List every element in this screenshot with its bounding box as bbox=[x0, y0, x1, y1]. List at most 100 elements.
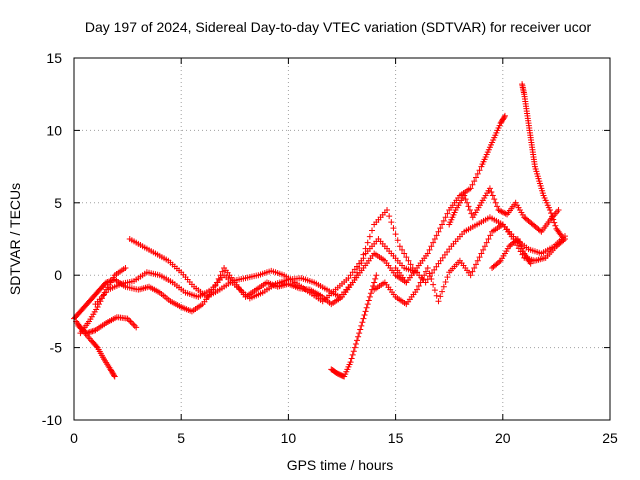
data-point bbox=[474, 170, 481, 177]
data-point bbox=[431, 266, 438, 273]
data-point bbox=[384, 207, 391, 214]
data-point bbox=[468, 210, 475, 217]
x-tick-label: 25 bbox=[602, 430, 618, 446]
y-tick-label: -5 bbox=[50, 340, 63, 356]
data-point bbox=[439, 221, 446, 228]
data-point bbox=[514, 242, 521, 249]
data-point bbox=[495, 207, 502, 214]
data-point bbox=[498, 208, 505, 215]
series-l bbox=[446, 185, 562, 235]
data-point bbox=[356, 330, 363, 337]
data-point bbox=[440, 217, 447, 224]
data-point bbox=[559, 234, 566, 241]
data-point bbox=[439, 288, 446, 295]
data-point bbox=[350, 348, 357, 355]
data-point bbox=[407, 261, 414, 268]
data-point bbox=[433, 292, 440, 299]
data-point bbox=[351, 344, 358, 351]
data-point bbox=[489, 192, 496, 199]
data-point bbox=[373, 272, 380, 279]
data-point bbox=[476, 167, 483, 174]
data-point bbox=[399, 246, 406, 253]
data-point bbox=[358, 260, 365, 267]
data-point bbox=[401, 250, 408, 257]
x-tick-label: 15 bbox=[388, 430, 404, 446]
data-point bbox=[348, 355, 355, 362]
data-point bbox=[473, 174, 479, 181]
ticks: 0 5 10 15 20 25 -10 -5 0 5 10 15 bbox=[42, 50, 618, 446]
data-point bbox=[430, 281, 437, 288]
data-point bbox=[363, 304, 370, 311]
data-point bbox=[354, 337, 361, 344]
data-point bbox=[355, 333, 362, 340]
data-point bbox=[433, 263, 440, 270]
data-point bbox=[360, 315, 367, 322]
data-point bbox=[469, 181, 476, 188]
data-point bbox=[465, 203, 472, 210]
data-point bbox=[501, 114, 508, 121]
data-point bbox=[431, 287, 438, 294]
data-point bbox=[366, 293, 373, 300]
data-point bbox=[442, 278, 449, 285]
data-point bbox=[358, 322, 365, 329]
data-point bbox=[360, 255, 367, 262]
data-point bbox=[131, 322, 138, 329]
data-point bbox=[467, 185, 474, 192]
data-point bbox=[417, 279, 424, 286]
data-point bbox=[366, 233, 373, 240]
data-point bbox=[415, 283, 422, 290]
data-point bbox=[126, 317, 133, 324]
data-point bbox=[215, 275, 222, 282]
data-point bbox=[551, 219, 558, 226]
series-k bbox=[519, 81, 566, 241]
data-point bbox=[392, 231, 399, 238]
data-point bbox=[419, 275, 426, 282]
data-point bbox=[359, 319, 366, 326]
x-tick-label: 5 bbox=[177, 430, 185, 446]
data-point bbox=[372, 275, 379, 282]
x-axis-label: GPS time / hours bbox=[287, 457, 394, 473]
data-point bbox=[426, 246, 433, 253]
data-point bbox=[354, 269, 361, 276]
data-point bbox=[513, 237, 520, 244]
data-point bbox=[426, 270, 433, 277]
data-point bbox=[362, 308, 369, 315]
data-point bbox=[124, 315, 131, 322]
data-point bbox=[122, 264, 129, 271]
series-f bbox=[92, 236, 421, 308]
data-point bbox=[405, 257, 412, 264]
data-point bbox=[527, 260, 534, 267]
data-point bbox=[502, 210, 509, 217]
data-point bbox=[424, 264, 431, 271]
data-point bbox=[487, 232, 494, 239]
chart-title: Day 197 of 2024, Sidereal Day-to-day VTE… bbox=[85, 19, 592, 35]
data-point bbox=[471, 178, 478, 185]
data-point bbox=[435, 228, 442, 235]
series-i bbox=[392, 112, 508, 286]
x-tick-label: 10 bbox=[281, 430, 297, 446]
data-point bbox=[431, 236, 438, 242]
data-point bbox=[437, 225, 444, 232]
x-tick-label: 20 bbox=[495, 430, 511, 446]
data-point bbox=[481, 243, 488, 250]
data-point bbox=[473, 261, 479, 268]
data-point bbox=[486, 185, 493, 192]
data-point bbox=[485, 236, 492, 242]
data-point bbox=[386, 213, 393, 220]
data-point bbox=[469, 268, 476, 275]
data-point bbox=[558, 233, 565, 240]
y-tick-label: -10 bbox=[42, 412, 62, 428]
data-point bbox=[492, 199, 499, 206]
data-point bbox=[361, 312, 368, 319]
data-point bbox=[462, 196, 469, 203]
data-point bbox=[347, 359, 354, 366]
data-point bbox=[371, 279, 378, 286]
plot-frame bbox=[73, 57, 611, 421]
data-point bbox=[394, 237, 401, 244]
series-h bbox=[371, 221, 568, 308]
data-point bbox=[367, 290, 374, 297]
data-point bbox=[464, 199, 471, 206]
data-point bbox=[546, 207, 553, 214]
data-point bbox=[467, 272, 474, 279]
data-point bbox=[390, 225, 397, 232]
